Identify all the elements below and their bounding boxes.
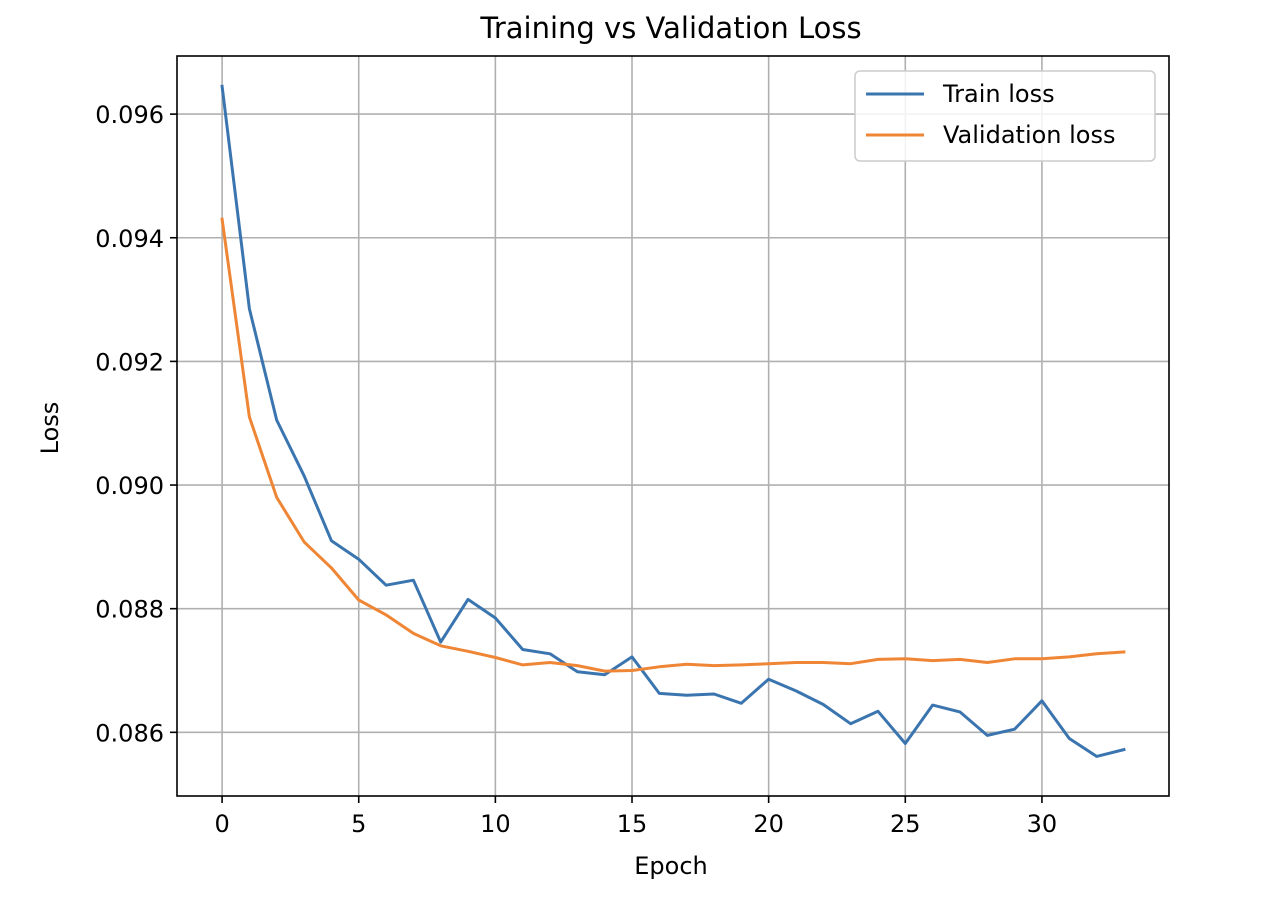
x-tick-label: 30: [1027, 810, 1058, 838]
x-tick-label: 0: [214, 810, 229, 838]
y-tick-label: 0.096: [95, 101, 164, 129]
x-tick-label: 25: [890, 810, 921, 838]
plot-frame: [176, 55, 1170, 797]
y-tick-label: 0.092: [95, 348, 164, 376]
series-line-1: [220, 217, 1126, 673]
x-tick-label: 5: [351, 810, 366, 838]
chart-title: Training vs Validation Loss: [479, 11, 861, 45]
legend: Train loss Validation loss: [854, 70, 1156, 162]
y-axis-ticks: 0.086 0.088 0.090 0.092 0.094 0.096: [95, 101, 177, 747]
x-tick-label: 20: [753, 810, 784, 838]
legend-validation-label: Validation loss: [943, 121, 1116, 149]
y-tick-label: 0.088: [95, 596, 164, 624]
y-tick-label: 0.090: [95, 472, 164, 500]
legend-box: [854, 70, 1156, 162]
series-lines: [220, 84, 1126, 758]
legend-train-label: Train loss: [942, 80, 1055, 108]
y-tick-label: 0.086: [95, 719, 164, 747]
y-tick-label: 0.094: [95, 225, 164, 253]
x-axis-ticks: 0 5 10 15 20 25 30: [214, 796, 1057, 838]
x-tick-label: 15: [617, 810, 648, 838]
series-line-0: [220, 84, 1126, 758]
x-axis-label: Epoch: [634, 852, 708, 880]
grid: [177, 56, 1169, 796]
x-tick-label: 10: [480, 810, 511, 838]
y-axis-label: Loss: [36, 402, 64, 455]
